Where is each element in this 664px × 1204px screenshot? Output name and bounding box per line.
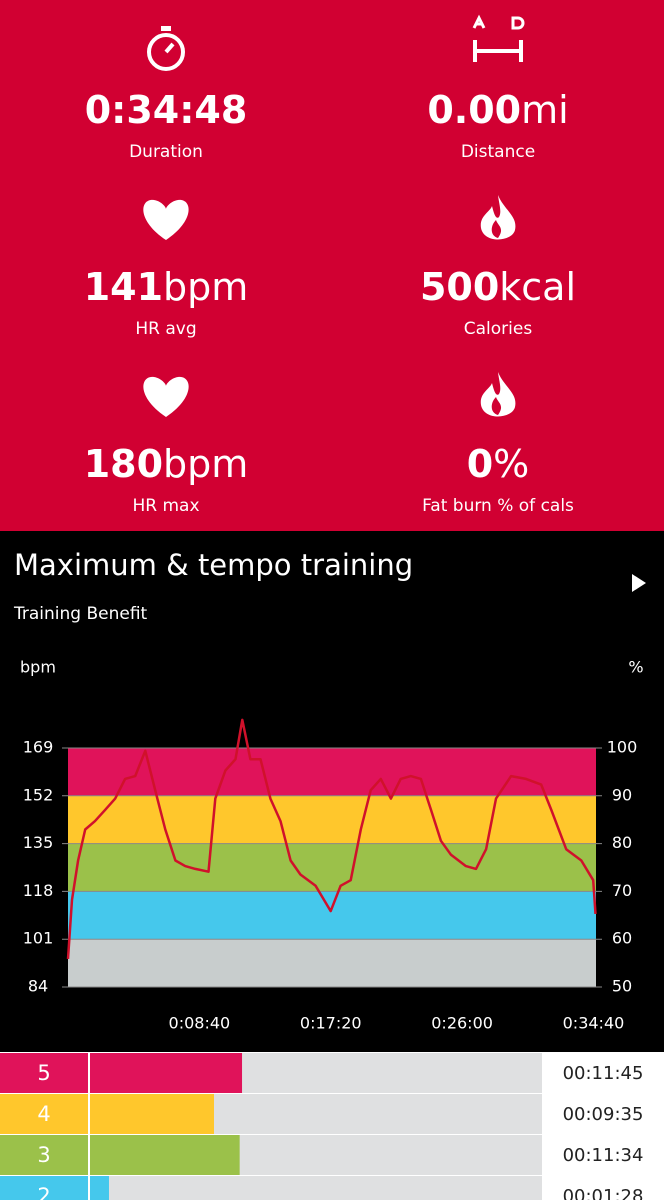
stat-label: HR avg bbox=[135, 319, 196, 339]
x-tick-label: 0:26:00 bbox=[431, 1014, 493, 1033]
x-tick-label: 0:08:40 bbox=[169, 1014, 231, 1033]
stat-number: 0:34:48 bbox=[85, 88, 248, 132]
zone-band bbox=[68, 891, 596, 940]
stat-number: 500 bbox=[420, 265, 499, 309]
zone-bar bbox=[90, 1135, 240, 1175]
zone-cell bbox=[0, 1094, 88, 1134]
stat-value: 141bpm bbox=[84, 265, 249, 309]
y2-tick-label: 100 bbox=[607, 738, 638, 757]
x-tick-label: 0:17:20 bbox=[300, 1014, 362, 1033]
time-cell bbox=[543, 1094, 664, 1134]
stat-label: HR max bbox=[132, 496, 199, 516]
zone-track bbox=[90, 1176, 542, 1204]
zone-time: 00:11:34 bbox=[563, 1145, 644, 1166]
zone-number: 5 bbox=[37, 1061, 50, 1085]
zone-bar bbox=[90, 1176, 109, 1204]
stat: 141bpm HR avg bbox=[84, 199, 249, 339]
stat: 500kcal Calories bbox=[420, 195, 576, 339]
stat-value: 180bpm bbox=[84, 442, 249, 486]
y2-tick-label: 80 bbox=[612, 833, 632, 852]
zone-time: 00:09:35 bbox=[563, 1104, 644, 1125]
stat-value: 500kcal bbox=[420, 265, 576, 309]
zone-band bbox=[68, 748, 596, 796]
stat-unit: bpm bbox=[163, 265, 248, 309]
stat-label: Distance bbox=[461, 142, 535, 162]
time-cell bbox=[543, 1135, 664, 1175]
summary-panel bbox=[0, 0, 664, 531]
zone-cell bbox=[0, 1176, 88, 1204]
icon-part bbox=[164, 42, 175, 54]
expand-arrow[interactable] bbox=[632, 574, 646, 592]
stat-label: Duration bbox=[129, 142, 203, 162]
stat-unit: mi bbox=[521, 88, 569, 132]
stat-value: 0:34:48 bbox=[85, 88, 248, 132]
training-subtitle: Training Benefit bbox=[13, 604, 148, 624]
y-tick-label: 169 bbox=[23, 738, 54, 757]
y2-tick-label: 60 bbox=[612, 929, 632, 948]
zone-band bbox=[68, 939, 596, 987]
y-tick-label: 118 bbox=[23, 881, 54, 900]
y2-tick-label: 50 bbox=[612, 977, 632, 996]
x-tick-label: 0:34:40 bbox=[563, 1014, 625, 1033]
stat-unit: kcal bbox=[499, 265, 576, 309]
zone-band bbox=[68, 795, 596, 844]
y-axis-label: bpm bbox=[20, 658, 56, 677]
stat: 0.00mi Distance bbox=[427, 14, 569, 162]
stat: 0% Fat burn % of cals bbox=[422, 372, 574, 516]
stat-unit: bpm bbox=[163, 442, 248, 486]
zone-number: 2 bbox=[37, 1184, 50, 1200]
zone-cell bbox=[0, 1053, 88, 1093]
icon-part bbox=[480, 195, 516, 240]
stat-label: Fat burn % of cals bbox=[422, 496, 574, 516]
stat-value: 0% bbox=[467, 442, 530, 486]
stat: 180bpm HR max bbox=[84, 376, 249, 516]
stat-number: 141 bbox=[84, 265, 163, 309]
icon-part bbox=[472, 14, 525, 30]
time-cell bbox=[543, 1176, 664, 1204]
zone-bar bbox=[90, 1053, 243, 1093]
zone-bar bbox=[90, 1094, 214, 1134]
icon-part bbox=[161, 26, 171, 31]
stat-number: 180 bbox=[84, 442, 163, 486]
y-tick-label: 84 bbox=[28, 977, 48, 996]
y2-axis-label: % bbox=[628, 658, 643, 677]
stat-number: 0 bbox=[467, 442, 493, 486]
zone-number: 4 bbox=[37, 1102, 50, 1126]
zone-band bbox=[68, 843, 596, 892]
y2-tick-label: 90 bbox=[612, 785, 632, 804]
y-tick-label: 152 bbox=[23, 785, 54, 804]
zone-time: 00:01:28 bbox=[563, 1186, 644, 1200]
stat-unit: % bbox=[493, 442, 529, 486]
zone-cell bbox=[0, 1135, 88, 1175]
stat-value: 0.00mi bbox=[427, 88, 568, 132]
zone-time: 00:11:45 bbox=[563, 1063, 644, 1084]
icon-part bbox=[480, 372, 516, 417]
icon-part bbox=[147, 33, 185, 71]
y-tick-label: 101 bbox=[23, 929, 54, 948]
stat-number: 0.00 bbox=[427, 88, 521, 132]
icon-part bbox=[143, 376, 189, 417]
zone-number: 3 bbox=[37, 1143, 50, 1167]
icon-part bbox=[473, 40, 523, 62]
stat: 0:34:48 Duration bbox=[85, 26, 248, 162]
y-tick-label: 135 bbox=[23, 833, 54, 852]
stat-label: Calories bbox=[464, 319, 533, 339]
time-cell bbox=[543, 1053, 664, 1093]
icon-part bbox=[143, 199, 189, 240]
y2-tick-label: 70 bbox=[612, 881, 632, 900]
training-title: Maximum & tempo training bbox=[14, 548, 413, 582]
hr-line bbox=[66, 718, 597, 959]
